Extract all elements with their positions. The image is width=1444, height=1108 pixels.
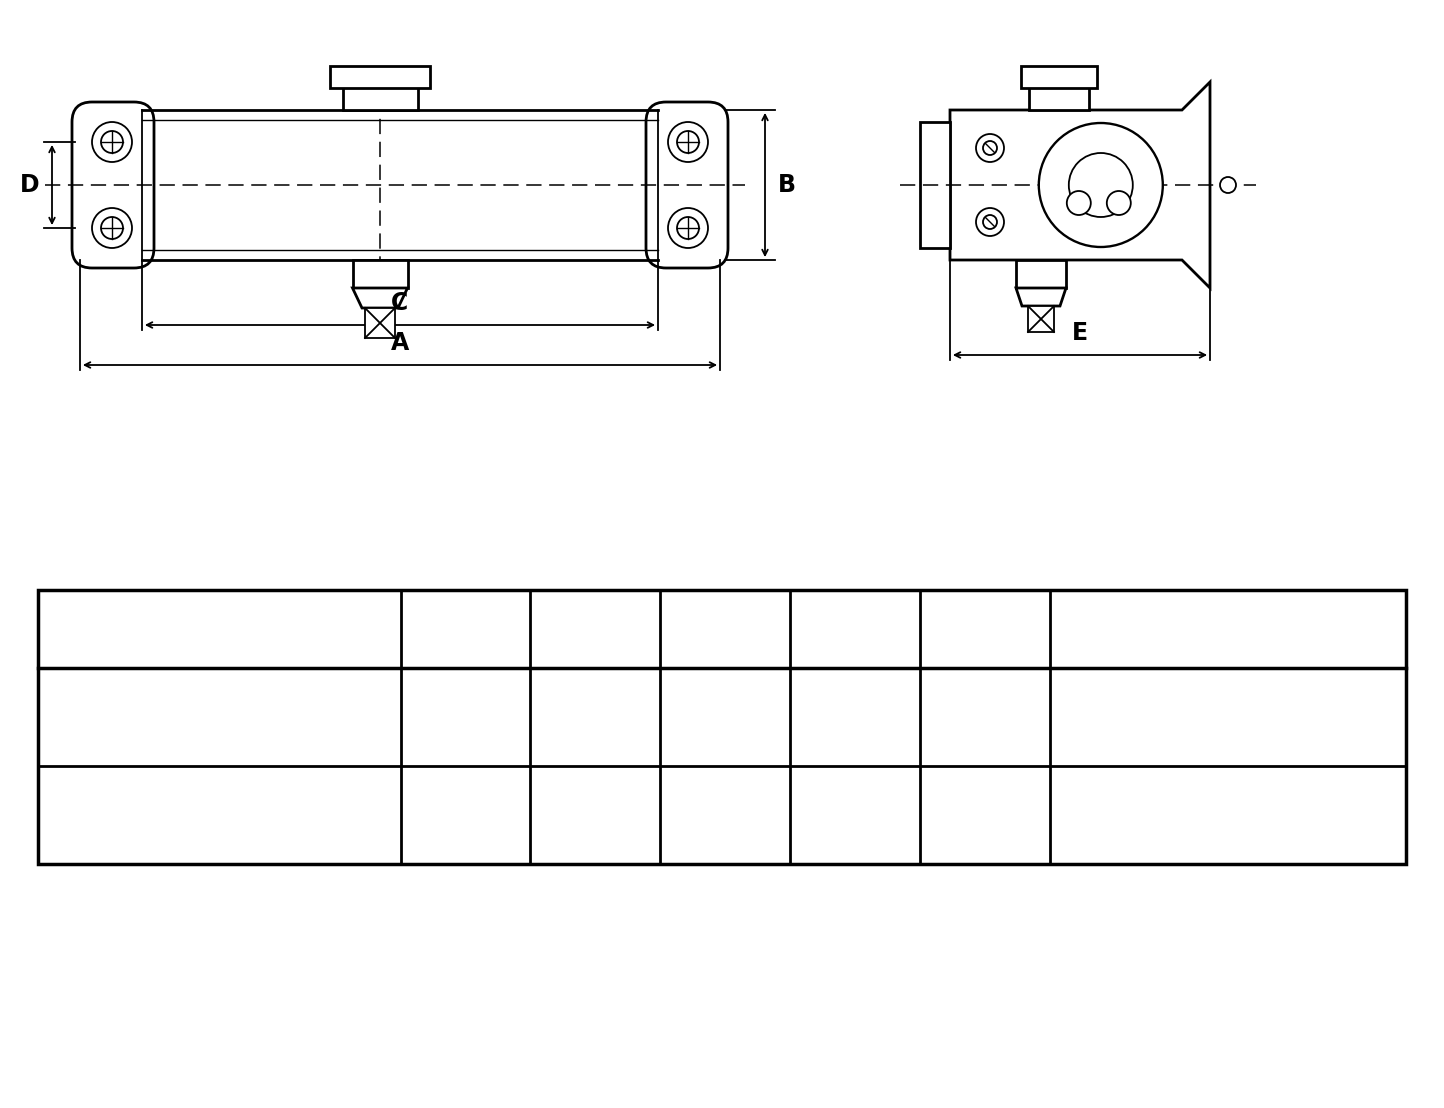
Bar <box>1021 66 1097 88</box>
Text: 19: 19 <box>973 708 996 726</box>
Bar <box>1030 68 1089 110</box>
Circle shape <box>101 217 123 239</box>
Text: A: A <box>391 331 409 355</box>
Text: 501/1 А–W
501/1 А–C
501/1 А–S: 501/1 А–W 501/1 А–C 501/1 А–S <box>52 681 149 752</box>
Text: 132: 132 <box>838 806 872 824</box>
Circle shape <box>983 215 996 229</box>
Circle shape <box>101 131 123 153</box>
Polygon shape <box>950 82 1210 288</box>
Text: D
(мм.): D (мм.) <box>957 607 1014 652</box>
Text: 148: 148 <box>449 806 482 824</box>
Text: 57: 57 <box>713 708 736 726</box>
Text: B
(мм.): B (мм.) <box>567 607 624 652</box>
Circle shape <box>669 122 708 162</box>
Text: от 25 до 45: от 25 до 45 <box>1174 806 1282 824</box>
Circle shape <box>1067 191 1090 215</box>
Text: D: D <box>20 173 40 197</box>
FancyBboxPatch shape <box>645 102 728 268</box>
Text: 37,5: 37,5 <box>575 708 615 726</box>
Circle shape <box>1069 153 1132 217</box>
Bar <box>38 589 1406 864</box>
Bar <box>342 68 417 110</box>
Text: 132: 132 <box>838 708 872 726</box>
Text: A
(мм.): A (мм.) <box>438 607 494 652</box>
Circle shape <box>983 141 996 155</box>
Text: от 15 до 30: от 15 до 30 <box>1174 708 1282 726</box>
Bar <box>920 122 950 248</box>
Circle shape <box>976 134 1004 162</box>
Text: C: C <box>391 291 409 315</box>
Text: 501/2 A-W
501/2 A-C
501/2 A-S: 501/2 A-W 501/2 A-C 501/2 A-S <box>52 780 144 851</box>
Circle shape <box>677 217 699 239</box>
Text: 19: 19 <box>973 806 996 824</box>
Bar <box>1028 306 1054 332</box>
Circle shape <box>677 131 699 153</box>
Text: 57: 57 <box>713 806 736 824</box>
Bar <box>365 308 396 338</box>
Bar <box>352 260 407 288</box>
Bar <box>1017 260 1066 288</box>
Text: масса
двери, кг.: масса двери, кг. <box>1171 607 1285 652</box>
Circle shape <box>976 208 1004 236</box>
Bar <box>142 110 658 260</box>
Text: 148: 148 <box>449 708 482 726</box>
Text: C
(мм.): C (мм.) <box>827 607 884 652</box>
Bar <box>331 66 430 88</box>
Text: E: E <box>1071 321 1089 345</box>
Text: B: B <box>778 173 796 197</box>
Text: 37,5: 37,5 <box>575 806 615 824</box>
Circle shape <box>1220 177 1236 193</box>
FancyBboxPatch shape <box>72 102 155 268</box>
Circle shape <box>92 208 131 248</box>
Polygon shape <box>1017 288 1066 306</box>
Polygon shape <box>352 288 407 308</box>
Circle shape <box>1106 191 1131 215</box>
Circle shape <box>1038 123 1162 247</box>
Text: E
(мм.): E (мм.) <box>697 607 754 652</box>
Circle shape <box>92 122 131 162</box>
Circle shape <box>669 208 708 248</box>
Text: модель
доводчика: модель доводчика <box>157 607 282 652</box>
